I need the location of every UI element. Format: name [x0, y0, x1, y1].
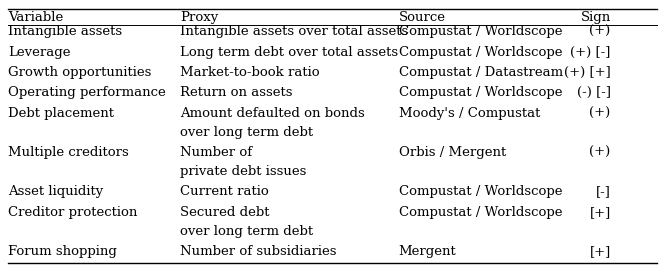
Text: Creditor protection: Creditor protection [8, 206, 138, 219]
Text: private debt issues: private debt issues [180, 165, 307, 178]
Text: Return on assets: Return on assets [180, 86, 293, 99]
Text: Proxy: Proxy [180, 11, 218, 24]
Text: Long term debt over total assets: Long term debt over total assets [180, 46, 398, 59]
Text: Sign: Sign [581, 11, 610, 24]
Text: Operating performance: Operating performance [8, 86, 166, 99]
Text: Growth opportunities: Growth opportunities [8, 66, 152, 79]
Text: [+]: [+] [589, 245, 610, 258]
Text: (+) [+]: (+) [+] [564, 66, 610, 79]
Text: Compustat / Datastream: Compustat / Datastream [399, 66, 563, 79]
Text: Asset liquidity: Asset liquidity [8, 185, 103, 198]
Text: Compustat / Worldscope: Compustat / Worldscope [399, 185, 562, 198]
Text: [-]: [-] [596, 185, 610, 198]
Text: (+): (+) [589, 146, 610, 159]
Text: (+): (+) [589, 107, 610, 120]
Text: Intangible assets over total assets: Intangible assets over total assets [180, 25, 408, 38]
Text: Forum shopping: Forum shopping [8, 245, 117, 258]
Text: Moody's / Compustat: Moody's / Compustat [399, 107, 540, 120]
Text: over long term debt: over long term debt [180, 225, 313, 238]
Text: Leverage: Leverage [8, 46, 70, 59]
Text: Current ratio: Current ratio [180, 185, 269, 198]
Text: Intangible assets: Intangible assets [8, 25, 122, 38]
Text: Market-to-book ratio: Market-to-book ratio [180, 66, 320, 79]
Text: Debt placement: Debt placement [8, 107, 114, 120]
Text: Variable: Variable [8, 11, 63, 24]
Text: Amount defaulted on bonds: Amount defaulted on bonds [180, 107, 365, 120]
Text: Orbis / Mergent: Orbis / Mergent [399, 146, 506, 159]
Text: Compustat / Worldscope: Compustat / Worldscope [399, 86, 562, 99]
Text: (+) [-]: (+) [-] [571, 46, 610, 59]
Text: Number of: Number of [180, 146, 252, 159]
Text: (+): (+) [589, 25, 610, 38]
Text: Compustat / Worldscope: Compustat / Worldscope [399, 206, 562, 219]
Text: (-) [-]: (-) [-] [577, 86, 610, 99]
Text: Compustat / Worldscope: Compustat / Worldscope [399, 25, 562, 38]
Text: [+]: [+] [589, 206, 610, 219]
Text: Secured debt: Secured debt [180, 206, 270, 219]
Text: Mergent: Mergent [399, 245, 456, 258]
Text: over long term debt: over long term debt [180, 126, 313, 139]
Text: Source: Source [399, 11, 446, 24]
Text: Multiple creditors: Multiple creditors [8, 146, 129, 159]
Text: Compustat / Worldscope: Compustat / Worldscope [399, 46, 562, 59]
Text: Number of subsidiaries: Number of subsidiaries [180, 245, 336, 258]
